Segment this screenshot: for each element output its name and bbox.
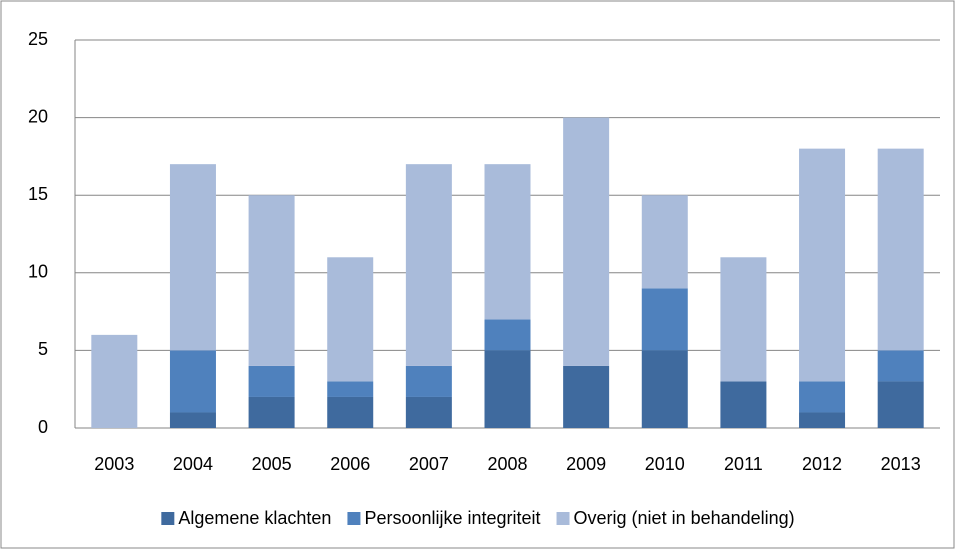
bar-segment (327, 257, 374, 382)
bar-segment (799, 412, 846, 428)
x-tick-label: 2005 (252, 454, 292, 474)
bar-segment (169, 164, 216, 351)
x-tick-label: 2010 (645, 454, 685, 474)
y-tick-label: 20 (28, 106, 48, 126)
bar-segment (877, 148, 924, 351)
bar-segment (405, 396, 452, 428)
x-tick-label: 2004 (173, 454, 213, 474)
bar-segment (720, 381, 767, 428)
bar-segment (641, 195, 688, 289)
bar-segment (877, 381, 924, 428)
y-tick-label: 25 (28, 29, 48, 49)
bar-segment (405, 164, 452, 366)
bar-segment (641, 350, 688, 428)
legend-label: Persoonlijke integriteit (364, 508, 540, 528)
bar-segment (720, 257, 767, 382)
bar-segment (484, 319, 531, 351)
x-tick-label: 2011 (724, 454, 763, 474)
x-tick-label: 2003 (94, 454, 134, 474)
bar-segment (799, 381, 846, 413)
x-tick-label: 2012 (802, 454, 842, 474)
bar-segment (169, 412, 216, 428)
bar-segment (327, 396, 374, 428)
bar-segment (405, 365, 452, 397)
bar-segment (169, 350, 216, 413)
bar-segment (563, 365, 610, 428)
x-tick-label: 2009 (566, 454, 606, 474)
legend-label: Algemene klachten (178, 508, 331, 528)
bar-segment (327, 381, 374, 397)
y-tick-label: 0 (38, 417, 48, 437)
legend-swatch (347, 512, 361, 525)
bar-segment (641, 288, 688, 351)
bar-segment (877, 350, 924, 382)
bar-segment (248, 195, 295, 366)
y-tick-label: 5 (38, 339, 48, 359)
bar-segment (484, 164, 531, 320)
bar-segment (484, 350, 531, 428)
bar-segment (91, 334, 138, 428)
x-tick-label: 2006 (330, 454, 370, 474)
bar-segment (563, 117, 610, 366)
x-tick-label: 2013 (881, 454, 921, 474)
bar-segment (799, 148, 846, 382)
bar-segment (248, 365, 295, 397)
legend-swatch (556, 512, 570, 525)
legend-swatch (161, 512, 175, 525)
legend-label: Overig (niet in behandeling) (574, 508, 795, 528)
x-tick-label: 2008 (487, 454, 527, 474)
bar-segment (248, 396, 295, 428)
y-tick-label: 15 (28, 184, 48, 204)
y-tick-label: 10 (28, 262, 48, 282)
x-tick-label: 2007 (409, 454, 449, 474)
